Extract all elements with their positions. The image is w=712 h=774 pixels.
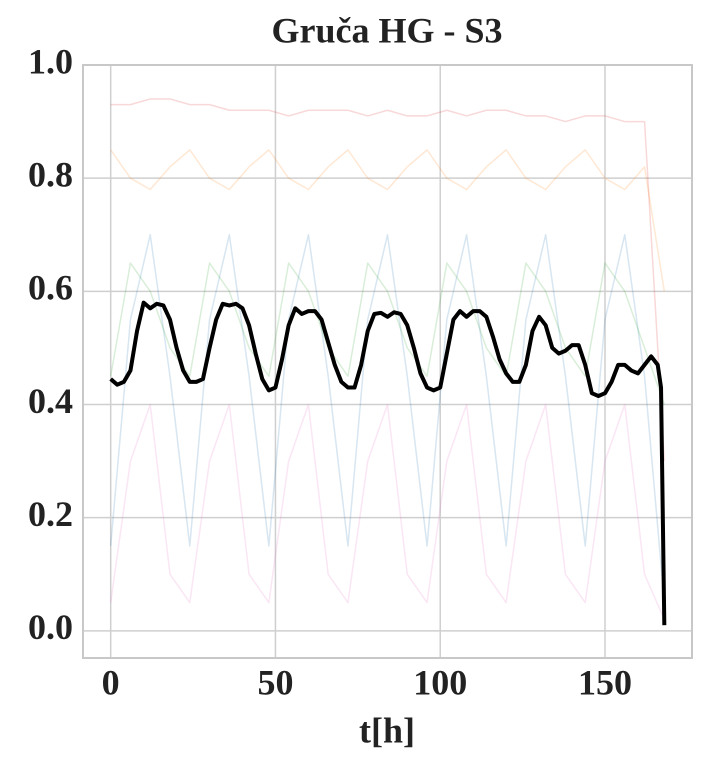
plot-area — [109, 98, 667, 626]
series-line — [110, 149, 666, 292]
x-axis-label: t[h] — [359, 710, 415, 750]
x-tick-label: 0 — [102, 662, 120, 702]
x-tick-label: 100 — [413, 662, 467, 702]
x-tick-label: 150 — [578, 662, 632, 702]
series-line — [109, 300, 667, 626]
series-line — [109, 403, 666, 620]
y-tick-label: 0.6 — [28, 268, 73, 308]
x-tick-label: 50 — [257, 662, 293, 702]
series-line — [110, 98, 666, 462]
y-tick-label: 0.2 — [28, 494, 73, 534]
plot-frame — [82, 64, 693, 659]
y-tick-label: 1.0 — [28, 41, 73, 81]
series-line — [109, 234, 666, 603]
y-tick-label: 0.4 — [28, 381, 73, 421]
y-tick-label: 0.0 — [28, 607, 73, 647]
y-tick-label: 0.8 — [28, 154, 73, 194]
chart-title: Gruča HG - S3 — [272, 10, 503, 50]
series-line — [109, 262, 666, 405]
